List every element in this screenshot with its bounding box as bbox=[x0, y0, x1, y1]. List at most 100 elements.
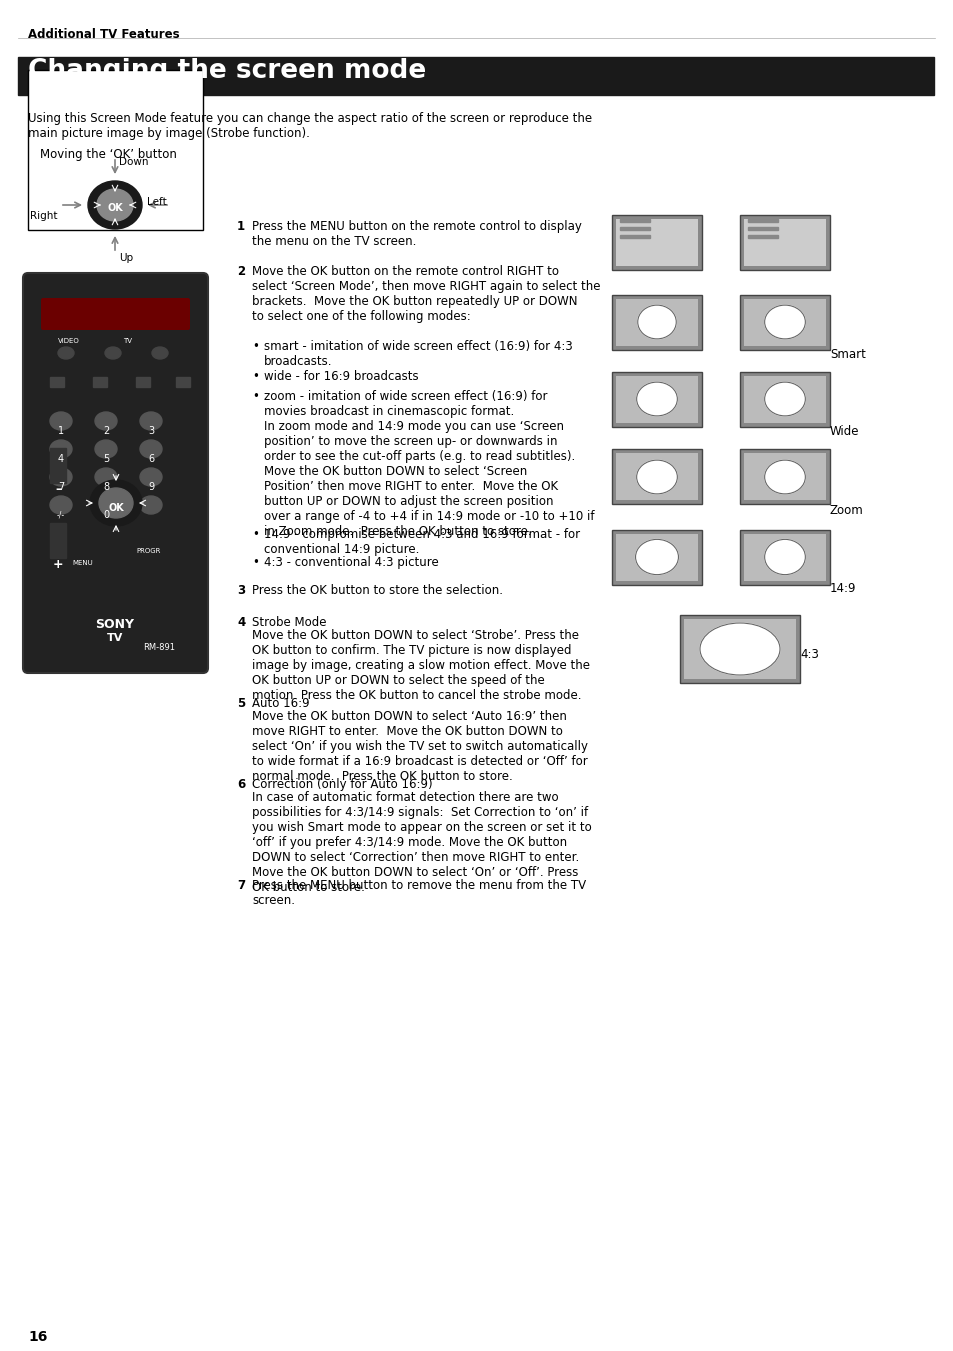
Text: Correction (only for Auto 16:9): Correction (only for Auto 16:9) bbox=[252, 778, 432, 790]
Text: 14:9: 14:9 bbox=[829, 582, 856, 594]
Text: Zoom: Zoom bbox=[829, 504, 862, 517]
Bar bbox=[743, 376, 825, 423]
Text: -/-: -/- bbox=[57, 509, 65, 519]
Text: 1: 1 bbox=[58, 426, 64, 436]
Bar bbox=[92, 377, 107, 386]
Text: 1: 1 bbox=[236, 220, 245, 232]
Text: 3: 3 bbox=[236, 584, 245, 597]
Bar bbox=[612, 530, 701, 585]
Text: •: • bbox=[252, 370, 258, 382]
Bar bbox=[679, 615, 800, 684]
Text: 3: 3 bbox=[148, 426, 153, 436]
Text: VIDEO: VIDEO bbox=[58, 338, 80, 345]
Bar bbox=[747, 235, 778, 238]
Text: 5: 5 bbox=[103, 454, 109, 463]
Text: 2: 2 bbox=[236, 265, 245, 278]
Text: 4:3 - conventional 4:3 picture: 4:3 - conventional 4:3 picture bbox=[264, 557, 438, 569]
Ellipse shape bbox=[636, 461, 677, 494]
Text: •: • bbox=[252, 390, 258, 403]
Text: Down: Down bbox=[119, 157, 149, 168]
Text: Press the MENU button on the remote control to display
the menu on the TV screen: Press the MENU button on the remote cont… bbox=[252, 220, 581, 249]
Ellipse shape bbox=[58, 347, 74, 359]
Bar bbox=[740, 449, 829, 504]
Text: Left: Left bbox=[147, 197, 167, 207]
Text: MENU: MENU bbox=[71, 561, 92, 566]
Text: 6: 6 bbox=[148, 454, 153, 463]
Bar bbox=[740, 215, 829, 270]
Ellipse shape bbox=[88, 181, 142, 230]
Ellipse shape bbox=[636, 382, 677, 416]
Bar bbox=[63, 617, 168, 643]
Bar bbox=[743, 219, 825, 266]
Bar bbox=[136, 377, 150, 386]
Text: 2: 2 bbox=[103, 426, 109, 436]
Bar bbox=[50, 523, 66, 558]
Bar bbox=[50, 449, 66, 484]
Text: Move the OK button on the remote control RIGHT to
select ‘Screen Mode’, then mov: Move the OK button on the remote control… bbox=[252, 265, 599, 323]
Bar bbox=[619, 219, 649, 222]
Bar bbox=[18, 57, 933, 95]
Text: OK: OK bbox=[108, 503, 124, 513]
Ellipse shape bbox=[50, 412, 71, 430]
Bar bbox=[50, 377, 64, 386]
Text: zoom - imitation of wide screen effect (16:9) for
movies broadcast in cinemascop: zoom - imitation of wide screen effect (… bbox=[264, 390, 547, 417]
Bar bbox=[740, 530, 829, 585]
Ellipse shape bbox=[638, 305, 676, 339]
Text: Move the OK button DOWN to select ‘Strobe’. Press the
OK button to confirm. The : Move the OK button DOWN to select ‘Strob… bbox=[252, 630, 589, 703]
Bar bbox=[612, 215, 701, 270]
Text: Press the OK button to store the selection.: Press the OK button to store the selecti… bbox=[252, 584, 502, 597]
Text: 7: 7 bbox=[236, 880, 245, 892]
Text: Auto 16:9: Auto 16:9 bbox=[252, 697, 310, 711]
Ellipse shape bbox=[140, 412, 162, 430]
Bar bbox=[28, 70, 203, 230]
Text: •: • bbox=[252, 340, 258, 353]
Ellipse shape bbox=[50, 467, 71, 486]
Text: Up: Up bbox=[119, 253, 133, 263]
Ellipse shape bbox=[97, 189, 132, 222]
Text: +: + bbox=[52, 558, 63, 571]
Text: 8: 8 bbox=[103, 482, 109, 492]
Text: 9: 9 bbox=[148, 482, 153, 492]
Text: RM-891: RM-891 bbox=[143, 643, 174, 653]
Text: smart - imitation of wide screen effect (16:9) for 4:3
broadcasts.: smart - imitation of wide screen effect … bbox=[264, 340, 572, 367]
Ellipse shape bbox=[95, 496, 117, 513]
Text: Smart: Smart bbox=[829, 349, 865, 361]
Bar bbox=[616, 453, 698, 500]
Text: 5: 5 bbox=[236, 697, 245, 711]
Bar bbox=[743, 453, 825, 500]
FancyBboxPatch shape bbox=[41, 299, 190, 330]
Bar bbox=[740, 295, 829, 350]
Bar bbox=[747, 219, 778, 222]
Bar bbox=[683, 619, 795, 680]
Text: Right: Right bbox=[30, 211, 57, 222]
Ellipse shape bbox=[99, 488, 132, 517]
Text: Press the MENU button to remove the menu from the TV
screen.: Press the MENU button to remove the menu… bbox=[252, 880, 585, 907]
Text: Move the OK button DOWN to select ‘Auto 16:9’ then
move RIGHT to enter.  Move th: Move the OK button DOWN to select ‘Auto … bbox=[252, 711, 587, 784]
Text: 0: 0 bbox=[103, 509, 109, 520]
Ellipse shape bbox=[50, 496, 71, 513]
Ellipse shape bbox=[700, 623, 780, 676]
Ellipse shape bbox=[90, 480, 142, 526]
Bar bbox=[740, 372, 829, 427]
Text: 16: 16 bbox=[28, 1329, 48, 1344]
Ellipse shape bbox=[764, 461, 804, 494]
Ellipse shape bbox=[140, 496, 162, 513]
Bar bbox=[743, 534, 825, 581]
Bar bbox=[616, 219, 698, 266]
Text: In case of automatic format detection there are two
possibilities for 4:3/14:9 s: In case of automatic format detection th… bbox=[252, 790, 591, 894]
Text: 14:9 - compromise between 4:3 and 16:9 format - for
conventional 14:9 picture.: 14:9 - compromise between 4:3 and 16:9 f… bbox=[264, 528, 579, 557]
FancyBboxPatch shape bbox=[23, 273, 208, 673]
Ellipse shape bbox=[764, 382, 804, 416]
Text: 4: 4 bbox=[236, 616, 245, 630]
Text: TV: TV bbox=[107, 634, 123, 643]
Bar bbox=[743, 299, 825, 346]
Bar bbox=[175, 377, 190, 386]
Ellipse shape bbox=[95, 440, 117, 458]
Bar bbox=[616, 299, 698, 346]
Ellipse shape bbox=[50, 440, 71, 458]
Ellipse shape bbox=[105, 347, 121, 359]
Text: Additional TV Features: Additional TV Features bbox=[28, 28, 179, 41]
Text: –: – bbox=[55, 484, 61, 496]
Text: •: • bbox=[252, 528, 258, 540]
Text: 7: 7 bbox=[58, 482, 64, 492]
